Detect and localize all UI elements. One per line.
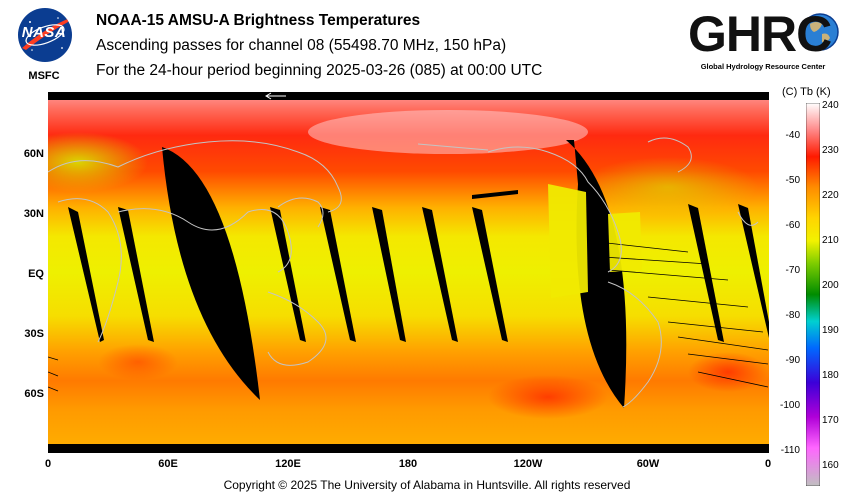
- colorbar-kelvin-tick: 190: [822, 325, 839, 336]
- chart-subtitle-channel: Ascending passes for channel 08 (55498.7…: [96, 37, 507, 54]
- nasa-msfc-logo: NASA MSFC: [8, 8, 80, 84]
- colorbar-kelvin-tick: 170: [822, 415, 839, 426]
- colorbar-celsius-tick: -40: [785, 130, 800, 141]
- colorbar-kelvin-tick: 210: [822, 235, 839, 246]
- scan-start-marker: [265, 92, 286, 100]
- nasa-wordmark: NASA: [21, 24, 67, 41]
- colorbar-kelvin-tick: 200: [822, 280, 839, 291]
- lon-label-120e: 120E: [275, 458, 301, 470]
- colorbar-celsius-tick: -80: [785, 310, 800, 321]
- lon-label-0-right: 0: [764, 458, 772, 470]
- coastlines: [48, 137, 759, 408]
- colorbar-celsius-tick: -50: [785, 175, 800, 186]
- lat-label-30n: 30N: [23, 208, 44, 220]
- globe-icon: [801, 13, 839, 51]
- lon-label-180: 180: [398, 458, 418, 470]
- colorbar-kelvin-tick: 230: [822, 145, 839, 156]
- colorbar-celsius-tick: -110: [780, 445, 800, 456]
- ghrc-logo: GHRC Global Hydrology Resource Center: [688, 6, 850, 76]
- colorbar-header: (C) Tb (K): [782, 86, 831, 98]
- colorbar-celsius-tick: -90: [785, 355, 800, 366]
- ghrc-subtitle: Global Hydrology Resource Center: [700, 62, 826, 71]
- colorbar-kelvin-tick: 160: [822, 460, 839, 471]
- lat-label-60n: 60N: [23, 148, 44, 160]
- lon-label-120w: 120W: [513, 458, 543, 470]
- lon-label-60w: 60W: [636, 458, 660, 470]
- lat-label-eq: EQ: [28, 268, 44, 280]
- ghrc-wordmark: GHRC: [688, 6, 832, 62]
- copyright-notice: Copyright © 2025 The University of Alaba…: [223, 478, 631, 492]
- orbit-gaps: [68, 140, 769, 408]
- colorbar: [805, 102, 821, 487]
- brightness-temperature-map: [48, 92, 769, 453]
- chart-subtitle-period: For the 24-hour period beginning 2025-03…: [96, 62, 543, 79]
- colorbar-celsius-tick: -100: [779, 400, 800, 411]
- no-data-band-bottom: [48, 444, 769, 453]
- colorbar-kelvin-tick: 220: [822, 190, 839, 201]
- scan-line-artifacts: [48, 241, 769, 392]
- colorbar-kelvin-tick: 240: [822, 100, 839, 111]
- colorbar-kelvin-tick: 180: [822, 370, 839, 381]
- chart-title: NOAA-15 AMSU-A Brightness Temperatures: [96, 12, 421, 29]
- colorbar-celsius-tick: -60: [785, 220, 800, 231]
- nasa-meatball-icon: [18, 8, 72, 62]
- msfc-label: MSFC: [28, 70, 60, 82]
- colorbar-celsius-tick: -70: [785, 265, 800, 276]
- lon-label-60e: 60E: [158, 458, 178, 470]
- no-data-band-top: [48, 92, 769, 100]
- lat-label-60s: 60S: [24, 388, 44, 400]
- lat-label-30s: 30S: [24, 328, 44, 340]
- lon-label-0-left: 0: [44, 458, 52, 470]
